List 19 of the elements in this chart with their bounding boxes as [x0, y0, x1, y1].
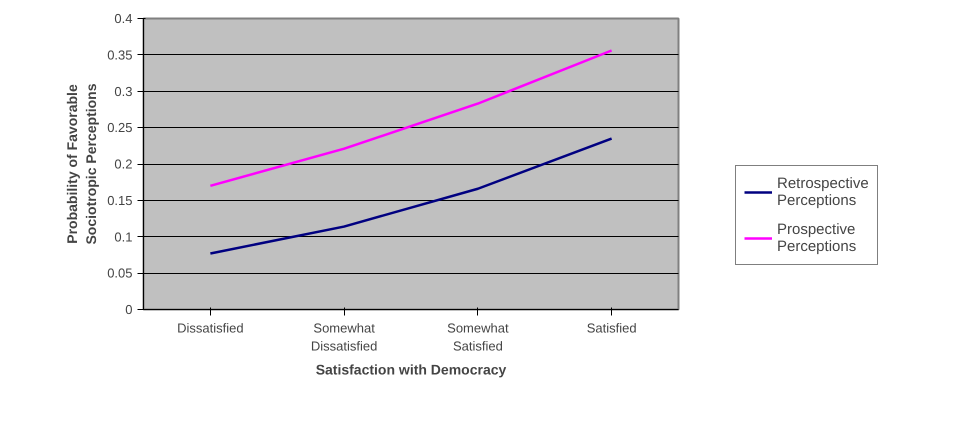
x-tick-label: Satisfied: [586, 320, 637, 336]
y-tick-label: 0: [125, 302, 133, 317]
x-tick-label: Dissatisfied: [177, 320, 244, 336]
legend-label: Prospective Perceptions: [777, 220, 856, 256]
y-tick-label: 0.35: [107, 47, 133, 62]
line-series: [209, 137, 613, 255]
x-axis-title: Satisfaction with Democracy: [316, 362, 507, 378]
y-tick-label: 0.1: [114, 229, 133, 244]
y-tick-label: 0.15: [107, 192, 133, 208]
x-tick-label: Somewhat Satisfied: [447, 320, 509, 354]
y-tick-label: 0.2: [114, 156, 133, 172]
y-axis-title: Probability of Favorable Sociotropic Perceptions: [64, 83, 100, 245]
legend-label: Retrospective Perceptions: [777, 174, 869, 210]
y-tick-label: 0.4: [114, 11, 133, 26]
x-tick-label: Somewhat Dissatisfied: [310, 320, 378, 354]
y-tick-label: 0.3: [114, 84, 133, 99]
y-tick-label: 0.25: [107, 120, 133, 136]
line-series: [209, 49, 613, 188]
y-tick-label: 0.05: [107, 266, 133, 281]
